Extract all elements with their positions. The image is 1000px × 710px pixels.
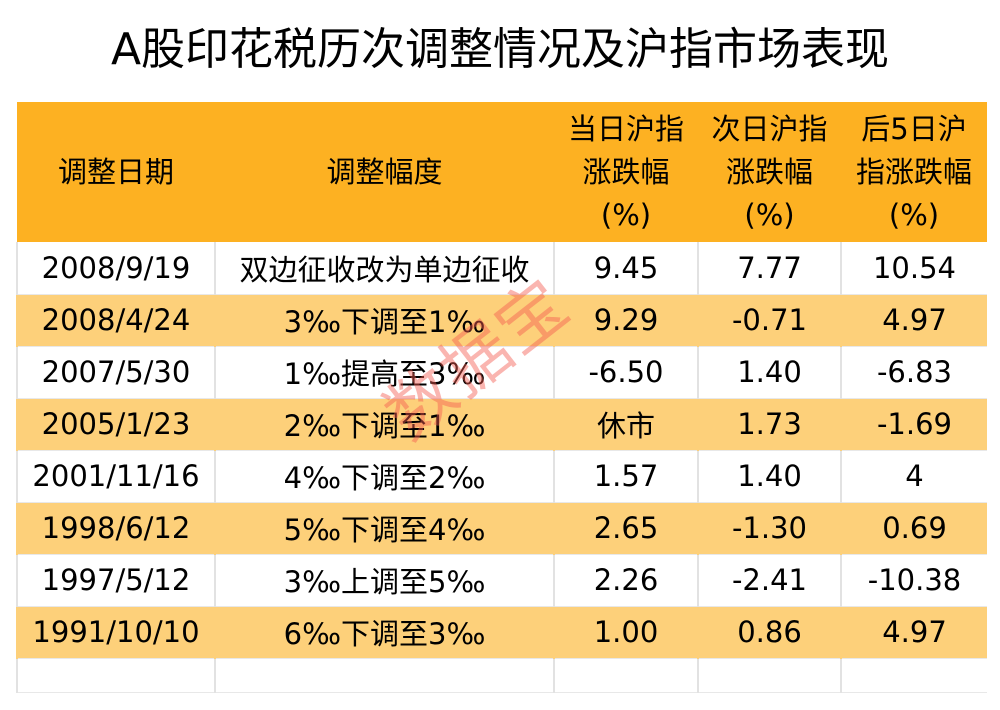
column-header-line: (%)	[600, 197, 652, 232]
table-row: 2005/1/23 2‰下调至1‰ 休市 1.73 -1.69	[16, 398, 987, 451]
table-cell: 1997/5/12	[16, 554, 215, 607]
column-header: 调整日期	[17, 102, 215, 242]
table-row: 2001/11/16 4‰下调至2‰ 1.57 1.40 4	[16, 450, 987, 503]
table-cell: -2.41	[697, 554, 841, 607]
table-cell: 4.97	[840, 294, 987, 347]
table-row: 1991/10/10 6‰下调至3‰ 1.00 0.86 4.97	[16, 606, 987, 659]
table-cell: 4	[840, 450, 987, 503]
table-cell: 1‰提高至3‰	[214, 346, 554, 399]
table-cell: -1.69	[840, 398, 987, 451]
table-cell: 9.45	[553, 242, 698, 295]
table-cell: 2007/5/30	[16, 346, 215, 399]
table-cell: 6‰下调至3‰	[214, 606, 554, 659]
column-header-line: 调整幅度	[326, 154, 443, 189]
column-header-line: 涨跌幅	[725, 154, 813, 189]
column-header-line: 次日沪指	[711, 111, 828, 146]
table-cell: 10.54	[840, 242, 987, 295]
table-cell: -0.71	[697, 294, 841, 347]
table-cell: -6.50	[553, 346, 698, 399]
table-cell: -6.83	[840, 346, 987, 399]
table-cell: 7.77	[697, 242, 841, 295]
table-cell: 2.65	[553, 502, 698, 555]
empty-cell	[214, 658, 554, 693]
empty-cell	[840, 658, 987, 693]
table-cell: 1.73	[697, 398, 841, 451]
table-cell: 1.00	[553, 606, 698, 659]
table-cell: 4.97	[840, 606, 987, 659]
column-header-line: 调整日期	[57, 154, 174, 189]
table-cell: 2.26	[553, 554, 698, 607]
table-cell: 0.86	[697, 606, 841, 659]
table-cell: 双边征收改为单边征收	[214, 242, 554, 295]
column-header-line: 涨跌幅	[582, 154, 670, 189]
column-header-line: 当日沪指	[567, 111, 684, 146]
table-cell: 3‰下调至1‰	[214, 294, 554, 347]
table-cell: 2005/1/23	[16, 398, 215, 451]
header-row: 调整日期 调整幅度 当日沪指涨跌幅 (%) 次日沪指涨跌幅 (%) 后5日沪指涨跌幅 (%)	[17, 102, 987, 242]
table-row: 2007/5/30 1‰提高至3‰ -6.50 1.40 -6.83	[16, 346, 987, 399]
column-header-line: (%)	[744, 197, 795, 232]
table-cell: 5‰下调至4‰	[214, 502, 554, 555]
table-cell: 4‰下调至2‰	[214, 450, 554, 503]
table-cell: 休市	[553, 398, 698, 451]
empty-cell	[553, 658, 698, 693]
table-row: 1997/5/12 3‰上调至5‰ 2.26 -2.41 -10.38	[16, 554, 987, 607]
table-cell: 1998/6/12	[16, 502, 215, 555]
empty-row	[16, 658, 987, 693]
table-cell: 1991/10/10	[16, 606, 215, 659]
column-header-line: 指涨跌幅	[855, 154, 972, 189]
column-header-line: 后5日沪	[861, 111, 967, 146]
table-row: 1998/6/12 5‰下调至4‰ 2.65 -1.30 0.69	[16, 502, 987, 555]
empty-cell	[16, 658, 215, 693]
table-cell: 3‰上调至5‰	[214, 554, 554, 607]
table-cell: -1.30	[697, 502, 841, 555]
table-cell: 1.57	[553, 450, 698, 503]
column-header-line: (%)	[888, 197, 940, 232]
table-cell: 0.69	[840, 502, 987, 555]
table-cell: 1.40	[697, 346, 841, 399]
column-header: 当日沪指涨跌幅 (%)	[554, 102, 698, 242]
empty-cell	[697, 658, 841, 693]
table-cell: 9.29	[553, 294, 698, 347]
table-cell: 2‰下调至1‰	[214, 398, 554, 451]
table-title: A股印花税历次调整情况及沪指市场表现	[110, 24, 890, 75]
column-header: 调整幅度	[215, 102, 554, 242]
data-table: 调整日期 调整幅度 当日沪指 涨跌幅 (%) 次日沪指 涨跌幅 (%) 后5日沪 指涨跌幅 (%) …	[16, 102, 987, 693]
column-header: 后5日沪指涨跌幅 (%)	[841, 102, 987, 242]
table-cell: 2001/11/16	[16, 450, 215, 503]
table-row: 2008/9/19 双边征收改为单边征收 9.45 7.77 10.54	[16, 242, 987, 295]
column-header: 次日沪指涨跌幅 (%)	[698, 102, 841, 242]
table-row: 2008/4/24 3‰下调至1‰ 9.29 -0.71 4.97	[16, 294, 987, 347]
table-cell: 2008/9/19	[16, 242, 215, 295]
table-cell: 2008/4/24	[16, 294, 215, 347]
table-cell: 1.40	[697, 450, 841, 503]
table-cell: -10.38	[840, 554, 987, 607]
